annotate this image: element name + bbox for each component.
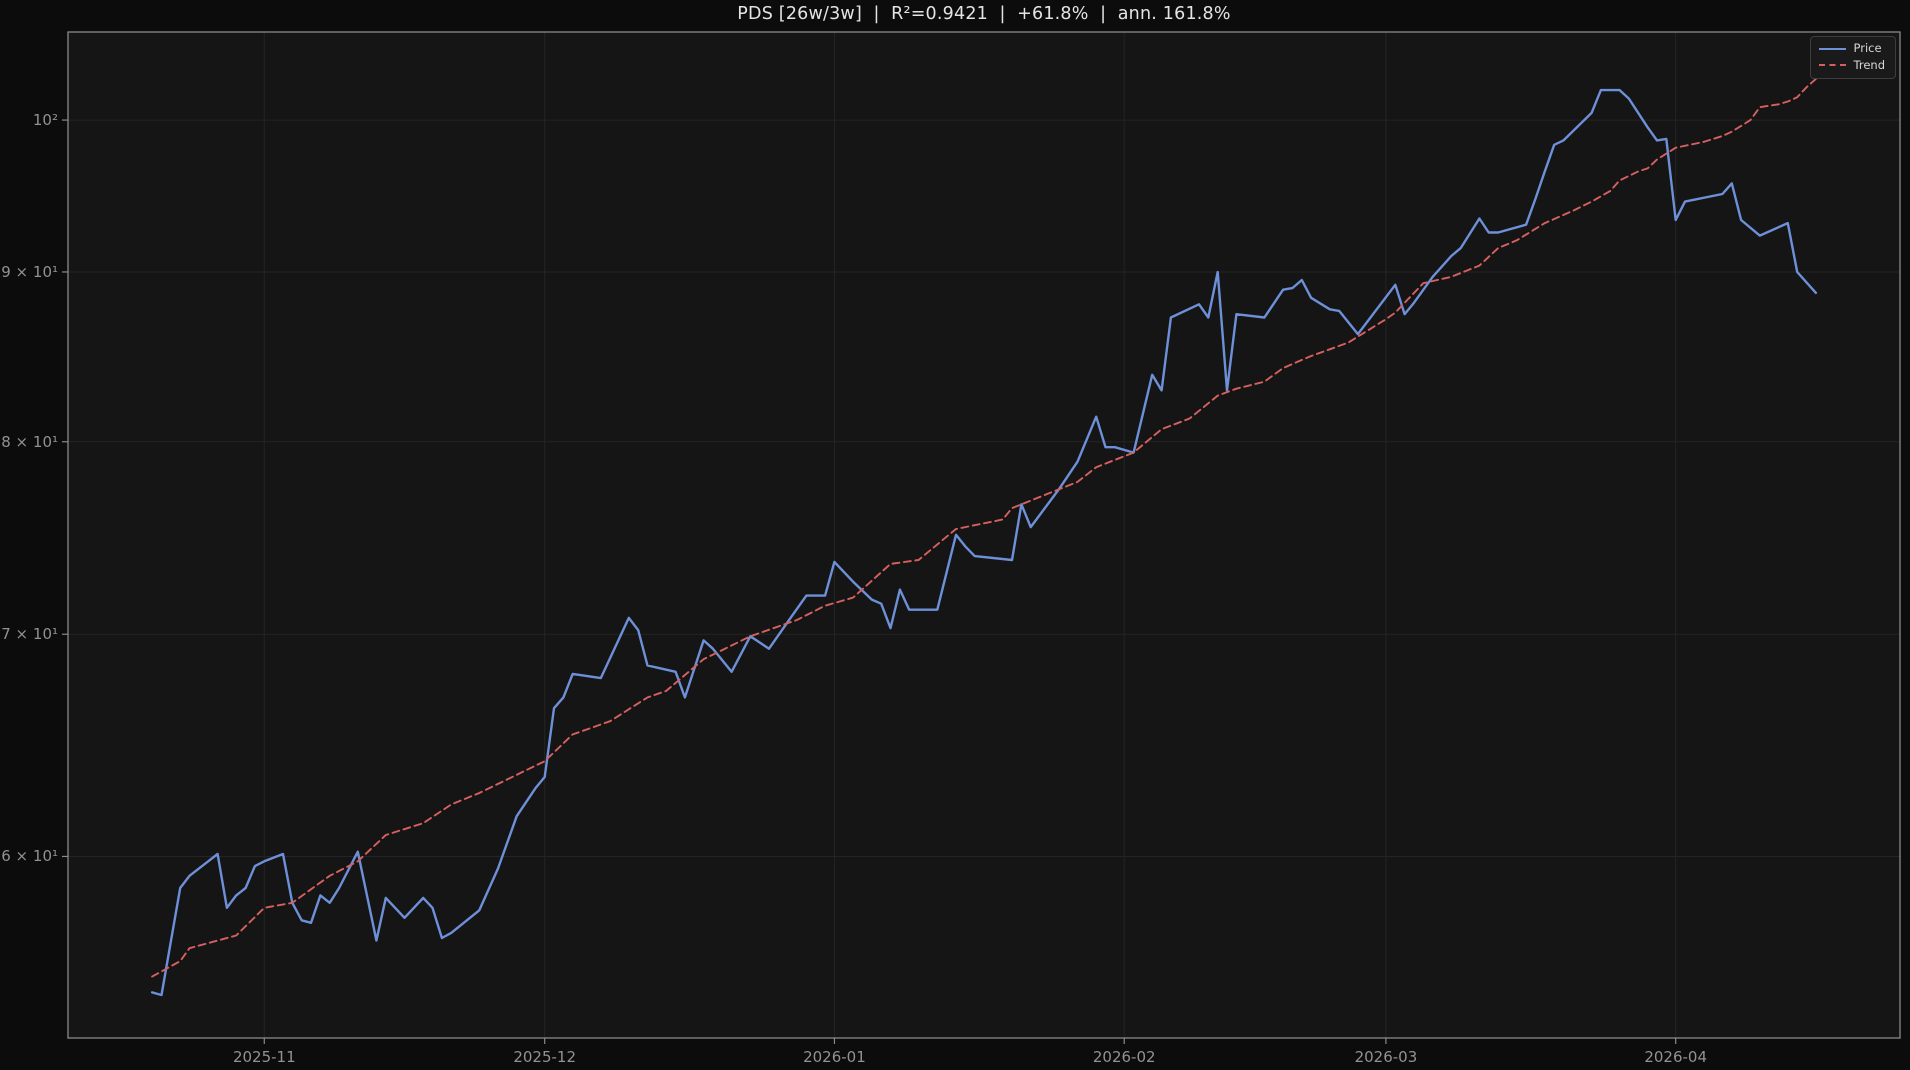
y-tick-label: 10² (32, 111, 58, 130)
x-tick-label: 2026-01 (803, 1048, 866, 1066)
legend-label-price: Price (1853, 41, 1882, 55)
trend-line-swatch (1818, 64, 1846, 67)
x-tick-label: 2025-12 (513, 1048, 577, 1066)
y-tick-label: 8 × 10¹ (1, 432, 58, 451)
legend-item-price: Price (1818, 41, 1885, 55)
x-tick-label: 2025-11 (232, 1048, 296, 1066)
price-line (150, 88, 1818, 997)
chart-title: PDS [26w/3w] | R²=0.9421 | +61.8% | ann.… (737, 4, 1231, 24)
x-tick-label: 2026-02 (1092, 1048, 1156, 1066)
legend-item-trend: Trend (1818, 57, 1885, 72)
axes-spines (67, 31, 1901, 1039)
x-tick-label: 2026-04 (1644, 1048, 1708, 1066)
trend-line (151, 77, 1817, 978)
plot-background (68, 32, 1900, 1038)
legend: Price Trend (1809, 36, 1896, 79)
price-line-swatch (1818, 47, 1846, 50)
y-tick-label: 9 × 10¹ (1, 262, 58, 281)
legend-label-trend: Trend (1853, 57, 1885, 72)
x-tick-label: 2026-03 (1354, 1048, 1418, 1066)
y-tick-label: 7 × 10¹ (1, 625, 58, 644)
y-tick-label: 6 × 10¹ (1, 847, 58, 866)
